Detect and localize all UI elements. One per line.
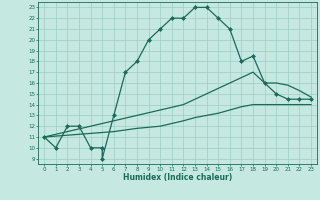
X-axis label: Humidex (Indice chaleur): Humidex (Indice chaleur) — [123, 173, 232, 182]
